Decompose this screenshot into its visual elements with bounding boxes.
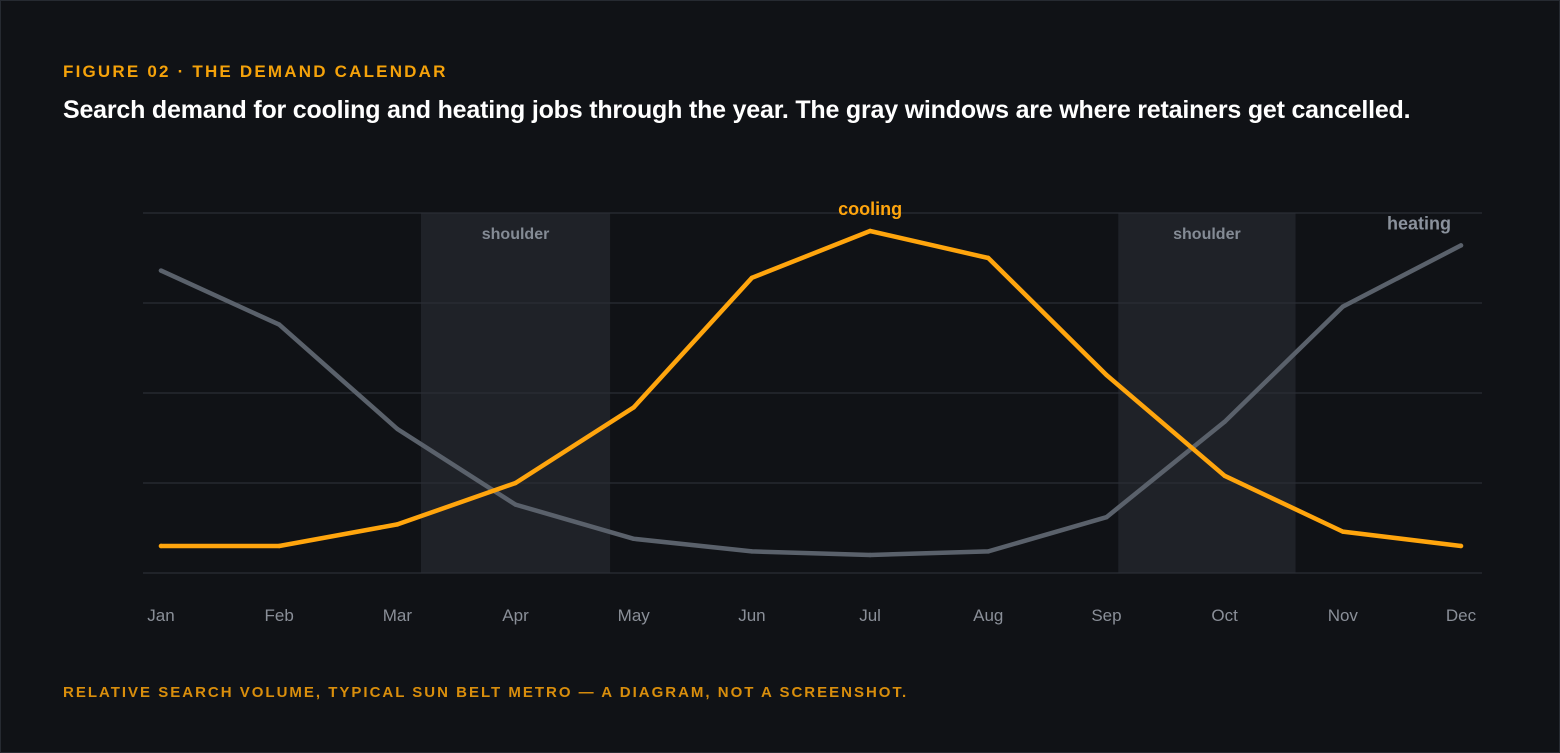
- shoulder-band-label: shoulder: [1173, 226, 1241, 243]
- chart-labels: cooling heating: [838, 199, 1451, 233]
- heating-point: [513, 502, 518, 507]
- x-tick-label: Jun: [738, 606, 765, 625]
- heating-point: [749, 549, 755, 554]
- series-line-heating: [158, 243, 1464, 558]
- cooling-point: [867, 228, 873, 234]
- series-label-heating: heating: [1387, 213, 1451, 233]
- cooling-point: [1340, 529, 1346, 534]
- cooling-point: [749, 275, 755, 280]
- x-tick-label: Nov: [1328, 606, 1359, 625]
- cooling-point: [513, 480, 518, 486]
- figure-eyebrow: FIGURE 02 · THE DEMAND CALENDAR: [63, 62, 448, 81]
- x-tick-label: Apr: [502, 606, 529, 625]
- cooling-point: [986, 255, 991, 261]
- heating-point: [1104, 515, 1109, 520]
- x-tick-label: May: [618, 606, 651, 625]
- figure-headline: Search demand for cooling and heating jo…: [63, 96, 1411, 124]
- series-label-cooling: cooling: [838, 199, 902, 219]
- heating-point: [158, 268, 164, 273]
- x-tick-label: Jul: [859, 606, 881, 625]
- cooling-point: [631, 405, 636, 410]
- cooling-point: [276, 543, 282, 549]
- heating-point: [395, 426, 400, 432]
- heating-point: [276, 322, 282, 327]
- series-lines: [158, 228, 1464, 558]
- x-tick-label: Jan: [147, 606, 174, 625]
- cooling-point: [395, 522, 400, 527]
- x-tick-label: Aug: [973, 606, 1003, 625]
- x-tick-label: Dec: [1446, 606, 1477, 625]
- cooling-point: [158, 543, 164, 549]
- figure-footnote: RELATIVE SEARCH VOLUME, TYPICAL SUN BELT…: [63, 684, 909, 701]
- gridlines: [143, 212, 1482, 574]
- cooling-point: [1222, 473, 1227, 478]
- heating-point: [631, 536, 636, 541]
- heating-point: [1222, 419, 1227, 424]
- heating-point: [867, 552, 873, 558]
- x-tick-label: Mar: [383, 606, 413, 625]
- cooling-point: [1104, 372, 1109, 378]
- x-tick-label: Oct: [1211, 606, 1238, 625]
- heating-point: [1340, 304, 1346, 309]
- cooling-point: [1458, 543, 1464, 549]
- x-tick-label: Sep: [1091, 606, 1121, 625]
- x-tick-label: Feb: [265, 606, 294, 625]
- x-axis-ticks: Jan Feb Mar Apr May Jun Jul Aug Sep Oct Nov Dec: [147, 606, 1476, 625]
- heating-point: [986, 549, 991, 554]
- series-line-cooling: [158, 228, 1464, 549]
- heating-point: [1458, 243, 1464, 248]
- shoulder-band-label: shoulder: [482, 226, 550, 243]
